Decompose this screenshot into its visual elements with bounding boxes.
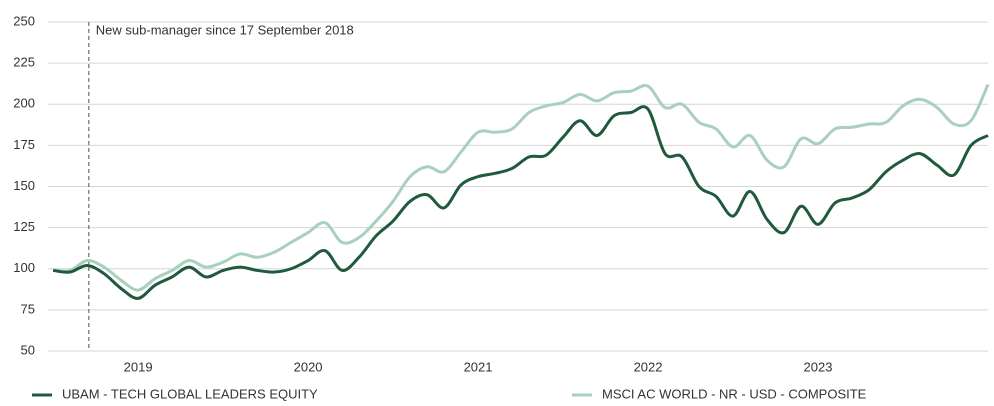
x-tick-label: 2020	[294, 359, 323, 374]
y-tick-label: 250	[13, 13, 35, 28]
x-tick-label: 2023	[804, 359, 833, 374]
y-tick-label: 75	[21, 301, 35, 316]
y-tick-label: 200	[13, 96, 35, 111]
y-tick-label: 50	[21, 342, 35, 357]
y-tick-label: 125	[13, 219, 35, 234]
y-tick-label: 175	[13, 137, 35, 152]
legend-label: MSCI AC WORLD - NR - USD - COMPOSITE	[602, 386, 867, 401]
y-tick-label: 150	[13, 178, 35, 193]
x-tick-label: 2022	[634, 359, 663, 374]
y-tick-label: 100	[13, 260, 35, 275]
series-line	[52, 105, 989, 300]
legend-label: UBAM - TECH GLOBAL LEADERS EQUITY	[62, 386, 318, 401]
series-line	[53, 83, 990, 292]
x-tick-label: 2021	[464, 359, 493, 374]
x-tick-label: 2019	[124, 359, 153, 374]
annotation-label: New sub-manager since 17 September 2018	[96, 22, 354, 37]
y-tick-label: 225	[13, 55, 35, 70]
